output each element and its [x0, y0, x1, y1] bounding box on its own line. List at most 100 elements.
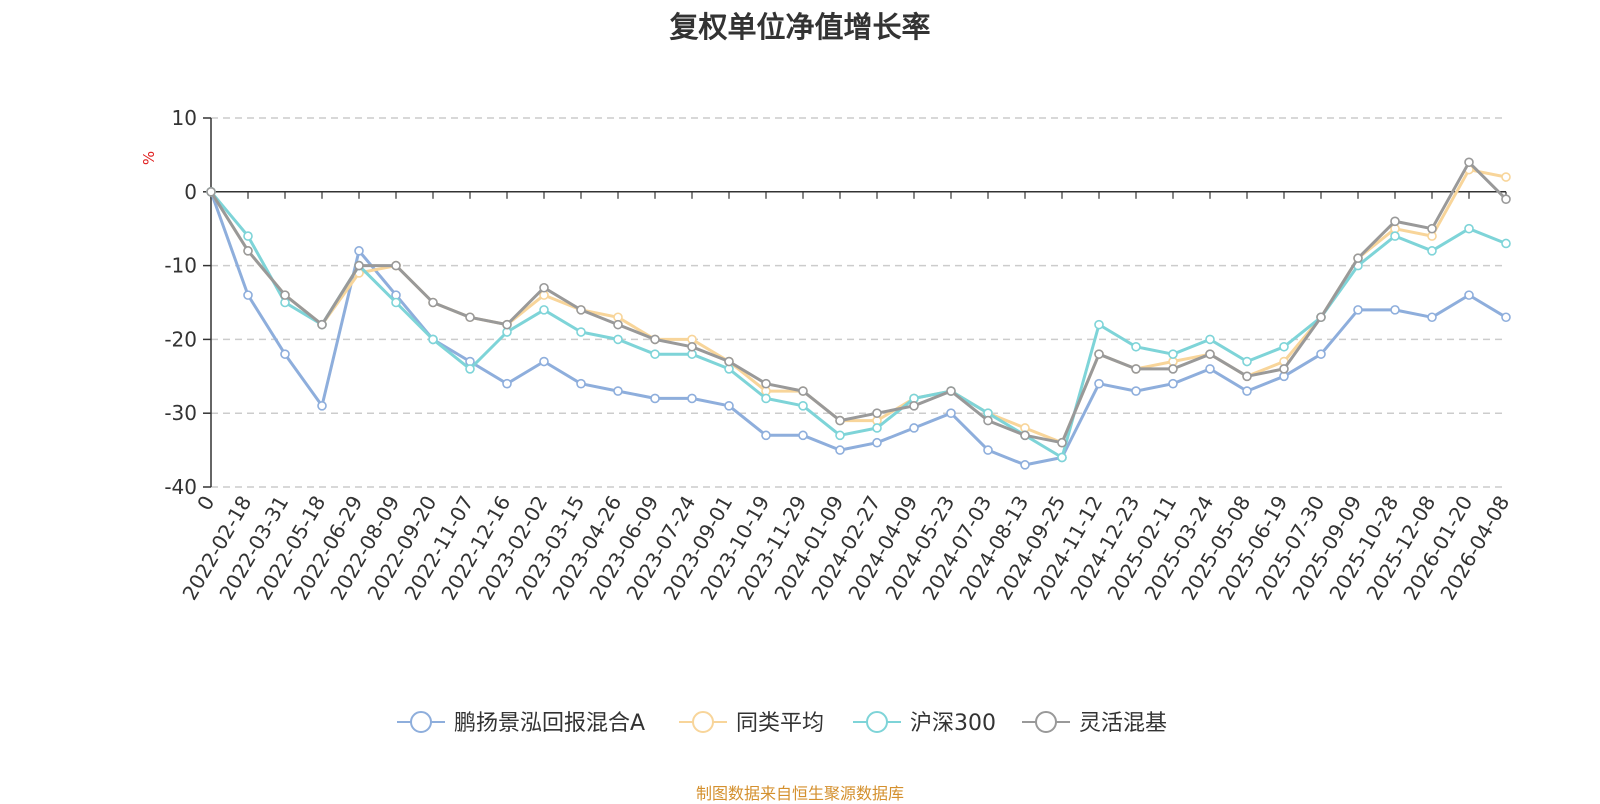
series-point-4 [1390, 216, 1400, 227]
series-point-4 [1094, 349, 1104, 359]
legend-label: 鹏扬景泓回报混合A [454, 711, 645, 736]
series-point-3 [835, 430, 845, 441]
legend-label: 同类平均 [736, 711, 824, 736]
series-point-4 [1464, 157, 1474, 168]
series-point-4 [1242, 371, 1252, 382]
series-point-3 [391, 297, 401, 308]
series-point-4 [1501, 194, 1511, 204]
series-point-4 [539, 282, 549, 293]
y-tick-label: -40 [164, 475, 197, 499]
series-point-4 [1353, 253, 1363, 264]
series-point-4 [354, 260, 364, 271]
series-point-1 [946, 408, 956, 419]
series-point-1 [761, 430, 771, 441]
series-point-2 [1501, 172, 1511, 182]
series-point-3 [1279, 341, 1289, 352]
y-tick-label: -20 [164, 327, 197, 351]
y-tick-label: 0 [184, 180, 197, 204]
series-point-3 [576, 327, 586, 337]
series-point-1 [835, 445, 845, 455]
series-point-4 [1131, 364, 1141, 374]
series-point-1 [872, 437, 882, 448]
series-point-1 [1464, 290, 1474, 300]
series-point-4 [576, 305, 586, 315]
series-point-1 [1353, 305, 1363, 315]
series-point-1 [650, 393, 660, 404]
series-point-1 [1427, 312, 1437, 323]
series-point-1 [243, 290, 253, 300]
series-point-4 [465, 312, 475, 323]
series-point-1 [1020, 460, 1030, 470]
series-point-1 [687, 393, 697, 404]
series-point-3 [798, 401, 808, 411]
series-point-1 [1242, 386, 1252, 396]
series-point-3 [613, 334, 623, 345]
series-point-1 [724, 401, 734, 411]
source-note: 制图数据来自恒生聚源数据库 [695, 784, 904, 803]
series-point-3 [465, 364, 475, 374]
series-point-4 [872, 408, 882, 419]
series-point-1 [317, 401, 327, 411]
x-tick-label: 0 [192, 492, 219, 515]
series-point-4 [798, 386, 808, 396]
y-tick-label: -10 [164, 254, 197, 278]
series-point-1 [576, 378, 586, 389]
series-point-4 [650, 334, 660, 345]
series-point-1 [354, 246, 364, 256]
series-point-1 [798, 430, 808, 441]
series-point-1 [613, 386, 623, 396]
series-point-1 [1205, 364, 1215, 374]
series-point-4 [724, 356, 734, 367]
series-point-4 [1279, 364, 1289, 374]
series-point-4 [243, 246, 253, 256]
series-point-4 [280, 290, 290, 300]
series-line-3 [209, 190, 1507, 459]
series-point-1 [1390, 305, 1400, 315]
series-point-1 [909, 423, 919, 433]
series-point-1 [539, 356, 549, 367]
series-point-1 [1168, 378, 1178, 389]
series-point-1 [983, 445, 993, 455]
series-point-3 [1427, 246, 1437, 256]
series-point-1 [280, 349, 290, 359]
legend-marker [1035, 711, 1057, 733]
series-point-3 [1057, 452, 1067, 463]
series-point-4 [317, 319, 327, 330]
series-point-1 [1316, 349, 1326, 359]
series-point-4 [909, 401, 919, 411]
series-point-3 [1094, 319, 1104, 330]
series-point-4 [761, 378, 771, 389]
series-point-4 [502, 319, 512, 330]
legend-marker [410, 711, 432, 733]
series-point-3 [1205, 334, 1215, 345]
series-point-4 [613, 319, 623, 330]
series-point-4 [983, 415, 993, 426]
series-point-4 [1168, 364, 1178, 374]
series-point-3 [428, 334, 438, 345]
y-axis-label: % [140, 151, 158, 165]
legend-marker [866, 711, 888, 733]
series-point-4 [1057, 437, 1067, 448]
series-point-3 [539, 305, 549, 315]
series-point-3 [872, 423, 882, 433]
series-point-4 [1316, 312, 1326, 323]
series-point-3 [1390, 231, 1400, 241]
series-point-3 [1131, 341, 1141, 352]
series-point-1 [502, 378, 512, 389]
series-point-3 [1501, 238, 1511, 249]
series-point-4 [428, 297, 438, 308]
series-point-3 [650, 349, 660, 359]
series-point-4 [391, 260, 401, 271]
series-point-1 [1094, 378, 1104, 389]
series-point-3 [1242, 356, 1252, 367]
series-point-1 [1131, 386, 1141, 396]
series-point-4 [1427, 223, 1437, 234]
series-point-4 [1020, 430, 1030, 441]
series-point-4 [835, 415, 845, 426]
series-point-1 [1501, 312, 1511, 323]
series-line-4 [209, 160, 1508, 445]
series-point-4 [1205, 349, 1215, 359]
chart-title: 复权单位净值增长率 [669, 10, 931, 44]
series-point-3 [761, 393, 771, 404]
